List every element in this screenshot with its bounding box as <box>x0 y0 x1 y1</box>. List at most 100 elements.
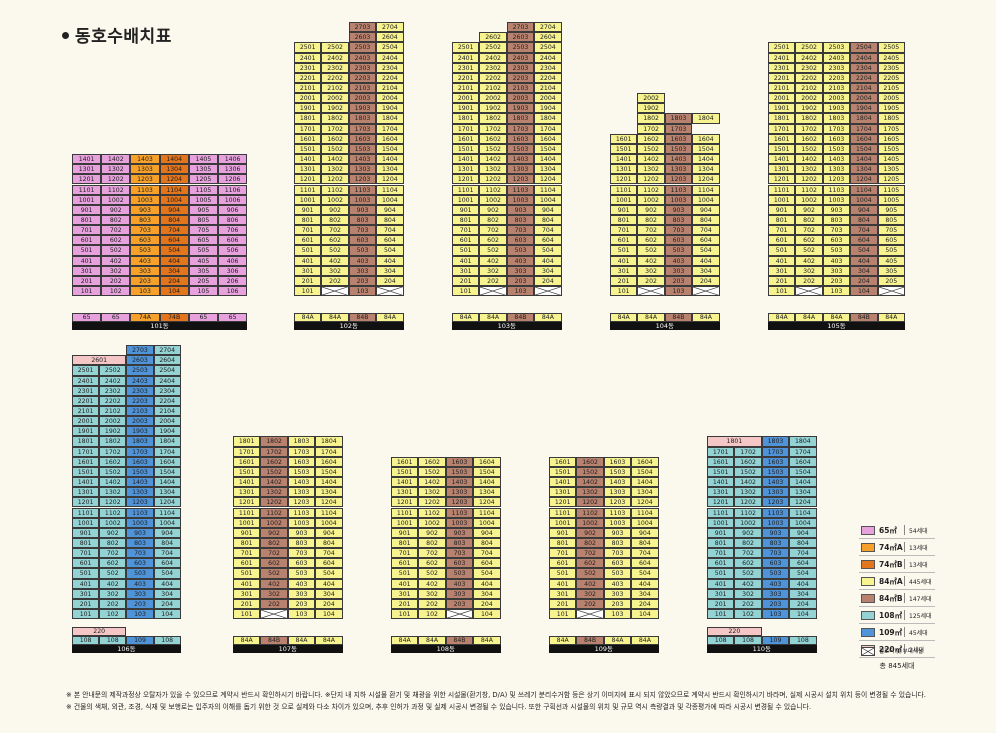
unit-cell: 501 <box>391 568 419 579</box>
unit-cell: 202 <box>418 598 446 609</box>
unit-cell: 1601 <box>768 133 796 144</box>
unit-cell: 1402 <box>637 154 665 165</box>
unit-cell: 1602 <box>734 456 762 467</box>
unit-cell: 403 <box>130 255 160 266</box>
unit-cell: 1903 <box>126 426 154 437</box>
legend-swatch <box>861 560 875 569</box>
unit-cell: 1404 <box>850 154 878 165</box>
unit-cell: 1801 <box>768 113 796 124</box>
unit-cell: 1502 <box>260 466 288 478</box>
unit-cell: 1304 <box>153 487 181 498</box>
unit-cell: 803 <box>348 214 377 226</box>
unit-cell: 601 <box>294 235 322 246</box>
unit-cell: 803 <box>445 537 474 549</box>
unit-cell: 1004 <box>631 517 659 528</box>
unit-cell: 403 <box>287 578 316 589</box>
unit-cell: 1103 <box>603 507 632 518</box>
unit-cell: 301 <box>233 588 261 599</box>
unit-cell: 2304 <box>850 62 878 73</box>
unit-type-cell: 84A <box>376 313 404 322</box>
unit-cell: 2001 <box>294 93 322 104</box>
unit-cell: 802 <box>260 537 288 549</box>
unit-cell: 1103 <box>126 507 154 518</box>
unit-cell: 1602 <box>576 456 604 467</box>
unit-cell: 1202 <box>260 497 288 508</box>
unit-cell: 1102 <box>637 184 665 195</box>
unit-cell: 603 <box>287 558 316 569</box>
unit-cell: 704 <box>692 225 720 236</box>
unit-cell: 902 <box>260 527 288 538</box>
unit-cell: 204 <box>850 275 878 286</box>
unit-cell: 503 <box>822 245 851 256</box>
unit-cell: 903 <box>126 527 154 538</box>
unit-cell: 504 <box>153 568 181 579</box>
legend-item: 84㎡B 147세대 <box>859 590 935 607</box>
unit-cell: 304 <box>153 588 181 599</box>
unit-cell: 904 <box>850 204 878 215</box>
unit-cell: 502 <box>479 245 507 256</box>
unit-cell: 2303 <box>126 385 154 396</box>
unit-cell: 304 <box>376 265 404 276</box>
unit-cell: 101 <box>294 286 322 297</box>
unit-cell: 2403 <box>126 375 154 386</box>
unit-cell: 402 <box>321 255 349 266</box>
unit-cell: 703 <box>287 548 316 559</box>
unit-cell: 601 <box>768 235 796 246</box>
legend-item: 84㎡A 445세대 <box>859 573 935 590</box>
unit-cell: 1002 <box>101 194 131 205</box>
unit-cell: 2403 <box>348 52 377 63</box>
unit-cell: 503 <box>348 245 377 256</box>
legend-item: 74㎡B 13세대 <box>859 556 935 573</box>
unit-type-cell: 74A <box>130 313 160 322</box>
unit-cell: 802 <box>576 537 604 549</box>
unit-cell: 1002 <box>734 517 762 528</box>
unit-cell: 1202 <box>795 174 823 185</box>
unit-cell: 104 <box>850 286 878 297</box>
unit-cell: 1403 <box>130 154 160 165</box>
unit-cell: 502 <box>321 245 349 256</box>
unit-cell: 1005 <box>188 194 218 205</box>
unit-cell: 1301 <box>707 487 735 498</box>
unit-cell: 201 <box>72 598 100 609</box>
unit-cell: 1602 <box>795 133 823 144</box>
unit-cell: 203 <box>506 275 535 286</box>
unit-cell: 502 <box>99 568 127 579</box>
unit-cell: 1401 <box>610 154 638 165</box>
unit-cell: 502 <box>734 568 762 579</box>
unit-cell: 2401 <box>452 52 480 63</box>
unit-cell: 1003 <box>287 517 316 528</box>
unit-cell: 1704 <box>534 123 562 134</box>
unit-cell: 205 <box>877 275 905 286</box>
unit-cell: 1701 <box>768 123 796 134</box>
legend-count: 54세대 <box>909 528 928 535</box>
unit-cell: 1204 <box>534 174 562 185</box>
unit-cell: 1004 <box>850 194 878 205</box>
unit-cell: 1601 <box>294 133 322 144</box>
note-2: ※ 건물의 색채, 외관, 조경, 식재 및 보행로는 입주자의 이해를 돕기 … <box>66 703 812 711</box>
unit-cell: 1201 <box>72 174 102 185</box>
unit-cell: 1104 <box>159 184 189 195</box>
unit-cell: 901 <box>391 527 419 538</box>
unit-cell: 604 <box>376 235 404 246</box>
penthouse-type-cell: 220 <box>707 627 762 636</box>
unit-cell: 203 <box>761 598 790 609</box>
unit-cell: 2301 <box>452 62 480 73</box>
unit-cell: 602 <box>99 558 127 569</box>
unit-cell: 304 <box>159 265 189 276</box>
unit-cell: 1204 <box>376 174 404 185</box>
unit-cell: 1204 <box>631 497 659 508</box>
unit-cell: 1601 <box>72 456 100 467</box>
unit-cell: 1201 <box>610 174 638 185</box>
unit-cell: 1404 <box>153 477 181 488</box>
unit-cell: 1301 <box>72 164 102 175</box>
unit-cell: 1401 <box>768 154 796 165</box>
unit-cell: 1904 <box>534 103 562 114</box>
unit-cell: 1205 <box>188 174 218 185</box>
unit-type-cell: 84A <box>315 636 343 645</box>
legend-item: 74㎡A 13세대 <box>859 539 935 556</box>
unit-cell: 2102 <box>479 83 507 94</box>
unit-cell: 2103 <box>348 83 377 94</box>
unit-cell: 1006 <box>218 194 248 205</box>
unit-cell: 203 <box>348 275 377 286</box>
unit-cell: 1504 <box>153 466 181 478</box>
